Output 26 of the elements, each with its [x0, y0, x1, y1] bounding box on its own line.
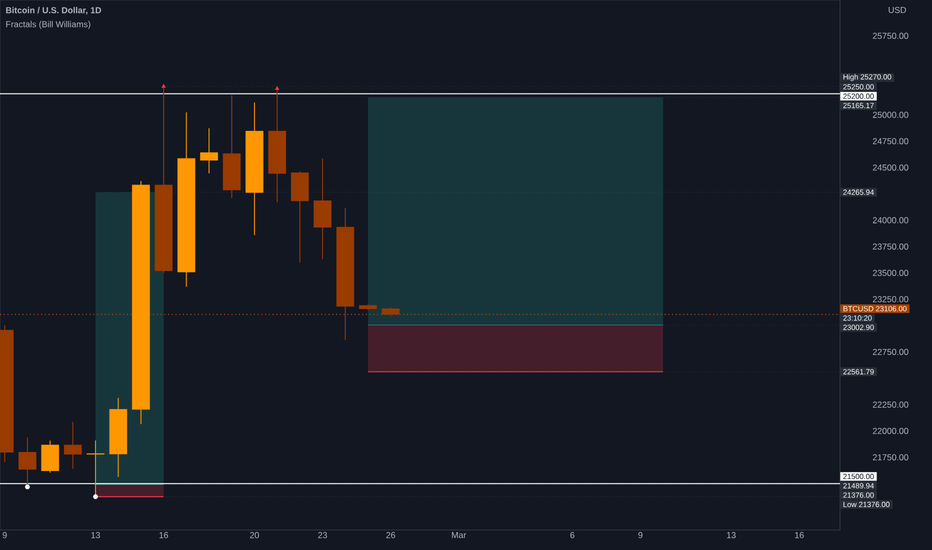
y-tick-label: 22000.00 [872, 428, 908, 434]
x-tick-label: 26 [386, 532, 396, 538]
x-tick-label: Mar [452, 532, 466, 538]
y-tick-label: 24500.00 [872, 164, 908, 171]
x-tick-label: 13 [91, 532, 100, 538]
y-tick-label: 23500.00 [872, 270, 908, 276]
x-tick-label: 6 [570, 532, 574, 538]
x-tick-label: 16 [160, 532, 168, 538]
y-tick-label: 22750.00 [872, 348, 908, 355]
x-tick-label: 20 [250, 532, 259, 538]
y-axis-title: USD [888, 6, 906, 14]
y-tick-label: 22250.00 [872, 402, 908, 408]
x-tick-label: 9 [2, 532, 7, 538]
text: Bitcoin / U.S. Dollar, 1D [6, 6, 102, 15]
x-tick-label: 23 [318, 532, 327, 538]
text: Fractals (Bill Williams) [6, 20, 90, 30]
x-tick-label: 9 [638, 532, 642, 538]
y-tick-label: 21750.00 [872, 454, 908, 460]
y-tick-label: 25000.00 [872, 112, 908, 118]
x-tick-label: 13 [727, 532, 736, 538]
y-tick-label: 23750.00 [872, 244, 908, 250]
x-tick-label: 16 [795, 532, 804, 538]
y-tick-label: 25750.00 [872, 32, 908, 39]
y-tick-label: 24750.00 [872, 138, 908, 144]
y-tick-label: 24000.00 [872, 217, 908, 224]
y-tick-label: 23250.00 [872, 296, 908, 302]
